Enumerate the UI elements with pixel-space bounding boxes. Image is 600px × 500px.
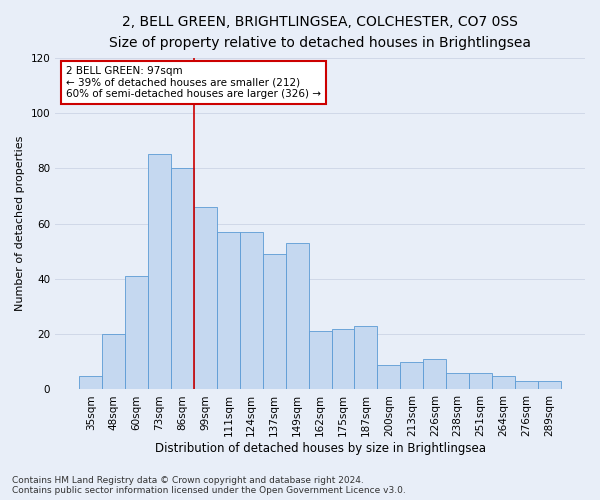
Bar <box>171 168 194 390</box>
Bar <box>79 376 102 390</box>
Bar <box>102 334 125 390</box>
Bar <box>400 362 423 390</box>
Bar <box>217 232 240 390</box>
Bar <box>286 243 308 390</box>
Bar <box>423 359 446 390</box>
Bar <box>125 276 148 390</box>
Text: Contains HM Land Registry data © Crown copyright and database right 2024.
Contai: Contains HM Land Registry data © Crown c… <box>12 476 406 495</box>
Bar <box>194 207 217 390</box>
Text: 2 BELL GREEN: 97sqm
← 39% of detached houses are smaller (212)
60% of semi-detac: 2 BELL GREEN: 97sqm ← 39% of detached ho… <box>66 66 321 99</box>
Bar <box>332 328 355 390</box>
Bar <box>308 332 332 390</box>
Bar <box>263 254 286 390</box>
Bar <box>469 373 492 390</box>
Bar <box>148 154 171 390</box>
X-axis label: Distribution of detached houses by size in Brightlingsea: Distribution of detached houses by size … <box>155 442 485 455</box>
Title: 2, BELL GREEN, BRIGHTLINGSEA, COLCHESTER, CO7 0SS
Size of property relative to d: 2, BELL GREEN, BRIGHTLINGSEA, COLCHESTER… <box>109 15 531 50</box>
Bar <box>538 381 561 390</box>
Bar <box>240 232 263 390</box>
Bar <box>492 376 515 390</box>
Bar <box>355 326 377 390</box>
Y-axis label: Number of detached properties: Number of detached properties <box>15 136 25 312</box>
Bar <box>515 381 538 390</box>
Bar <box>377 364 400 390</box>
Bar <box>446 373 469 390</box>
